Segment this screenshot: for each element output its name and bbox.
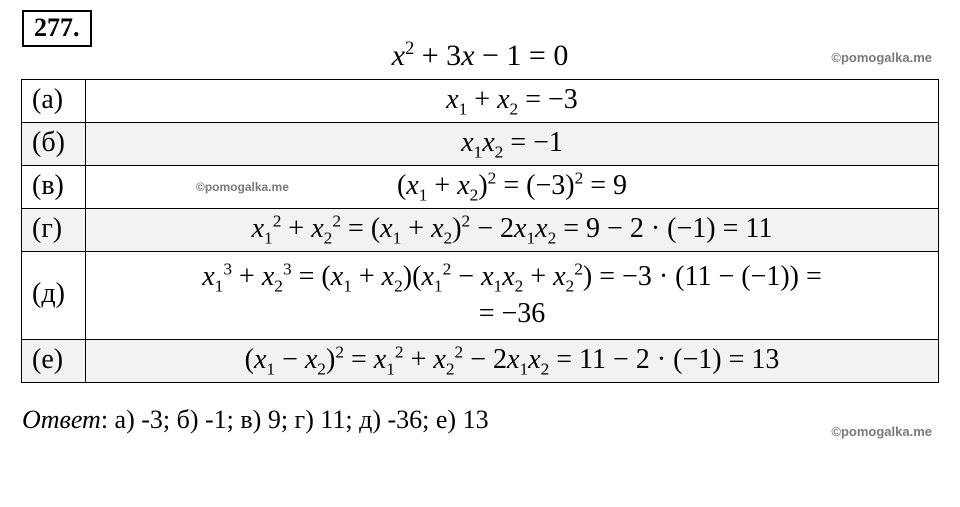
answer-line: Ответ: а) -3; б) -1; в) 9; г) 11; д) -36… [22, 405, 940, 435]
row-content: x1 + x2 = −3 [86, 79, 939, 122]
watermark-below-table: ©pomogalka.me [831, 424, 932, 439]
watermark-top-right: ©pomogalka.me [831, 50, 932, 65]
row-label: (г) [22, 208, 86, 251]
top-equation: x2 + 3x − 1 = 0 [20, 39, 940, 73]
table-row: (а)x1 + x2 = −3 [22, 79, 939, 122]
answer-lead: Ответ [22, 405, 101, 434]
answer-body: : а) -3; б) -1; в) 9; г) 11; д) -36; е) … [101, 405, 489, 434]
row-label: (б) [22, 122, 86, 165]
table-row: (г)x12 + x22 = (x1 + x2)2 − 2x1x2 = 9 − … [22, 208, 939, 251]
solution-table: (а)x1 + x2 = −3(б)x1x2 = −1(в)©pomogalka… [21, 79, 939, 384]
row-label: (д) [22, 251, 86, 340]
row-label: (в) [22, 165, 86, 208]
table-row: (б)x1x2 = −1 [22, 122, 939, 165]
row-content: x1x2 = −1 [86, 122, 939, 165]
table-row: (е)(x1 − x2)2 = x12 + x22 − 2x1x2 = 11 −… [22, 340, 939, 383]
table-row: (в)©pomogalka.me(x1 + x2)2 = (−3)2 = 9 [22, 165, 939, 208]
row-content: x13 + x23 = (x1 + x2)(x12 − x1x2 + x22) … [86, 251, 939, 340]
row-content: ©pomogalka.me(x1 + x2)2 = (−3)2 = 9 [86, 165, 939, 208]
page: 277. x2 + 3x − 1 = 0 ©pomogalka.me (а)x1… [0, 0, 960, 435]
solution-table-body: (а)x1 + x2 = −3(б)x1x2 = −1(в)©pomogalka… [22, 79, 939, 383]
row-content: (x1 − x2)2 = x12 + x22 − 2x1x2 = 11 − 2 … [86, 340, 939, 383]
row-label: (а) [22, 79, 86, 122]
row-content: x12 + x22 = (x1 + x2)2 − 2x1x2 = 9 − 2 ·… [86, 208, 939, 251]
table-row: (д)x13 + x23 = (x1 + x2)(x12 − x1x2 + x2… [22, 251, 939, 340]
row-label: (е) [22, 340, 86, 383]
